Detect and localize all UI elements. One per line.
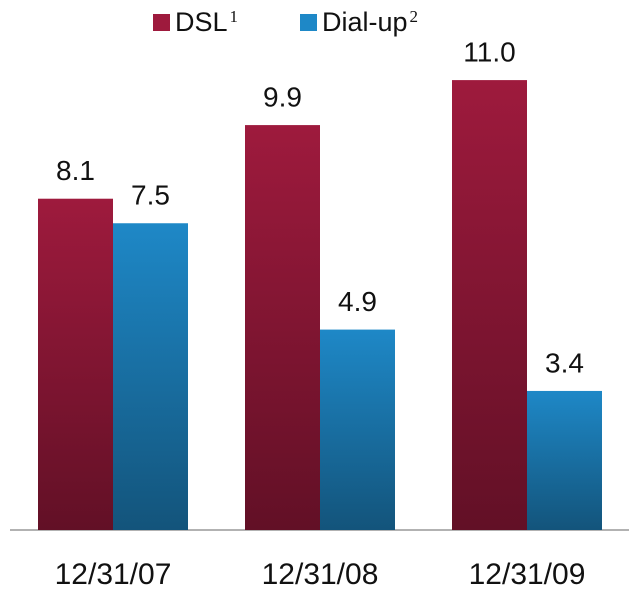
legend-swatch [300, 14, 317, 31]
bar [38, 198, 113, 530]
x-tick-label: 12/31/07 [55, 558, 172, 591]
data-label: 4.9 [338, 286, 377, 317]
bar [320, 329, 395, 530]
x-tick-label: 12/31/09 [469, 558, 586, 591]
data-label: 11.0 [463, 36, 515, 67]
data-label: 8.1 [56, 155, 95, 186]
bar [113, 223, 188, 530]
bar [245, 125, 320, 530]
bar [527, 390, 602, 530]
x-tick-label: 12/31/08 [262, 558, 379, 591]
data-label: 9.9 [263, 81, 302, 112]
data-label: 3.4 [545, 347, 584, 378]
legend-note: 2 [410, 7, 419, 26]
data-label: 7.5 [131, 180, 170, 211]
legend-label: DSL [175, 7, 228, 37]
legend-note: 1 [230, 7, 239, 26]
legend-swatch [153, 14, 170, 31]
bar [452, 80, 527, 530]
legend-label: Dial-up [322, 7, 408, 37]
